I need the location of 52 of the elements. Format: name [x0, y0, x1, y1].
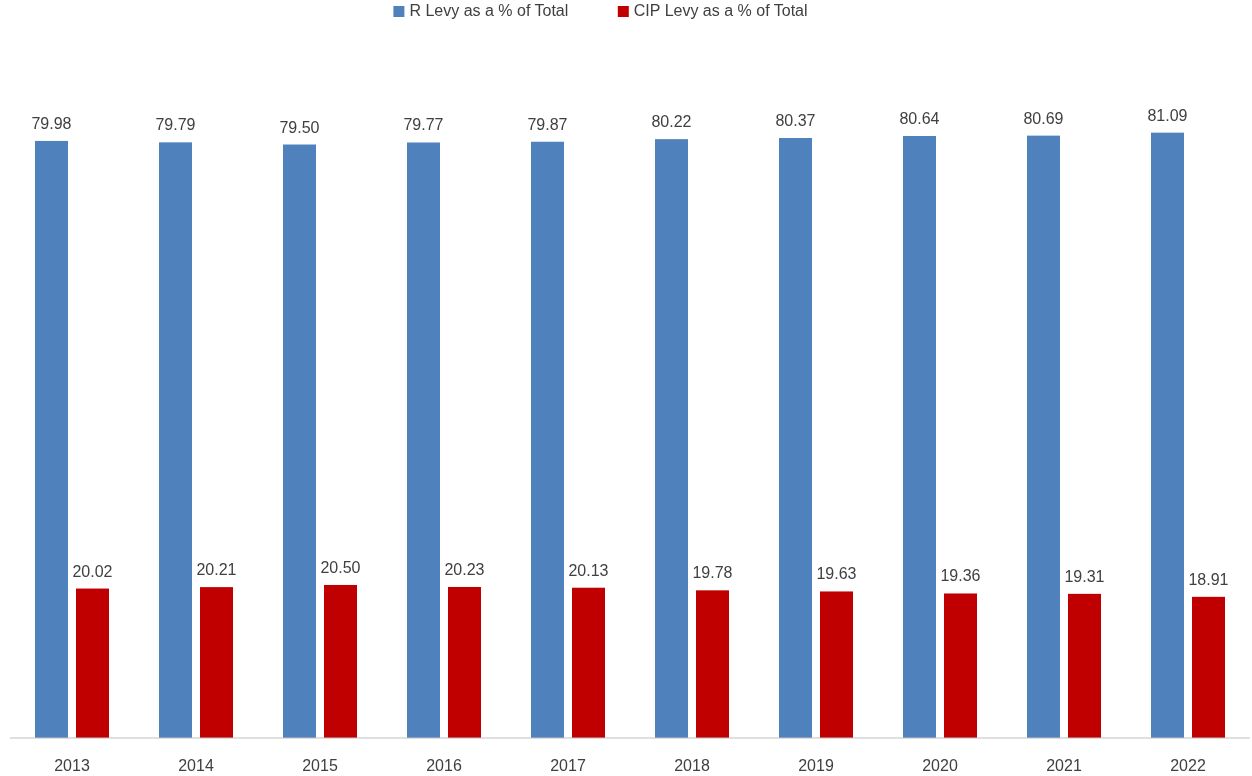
bar — [531, 141, 564, 738]
x-tick-label: 2021 — [1046, 757, 1082, 774]
bar — [572, 587, 605, 738]
legend-label: CIP Levy as a % of Total — [633, 2, 808, 19]
data-label: 19.78 — [692, 564, 733, 582]
x-tick-label: 2013 — [54, 757, 90, 774]
data-label: 80.69 — [1023, 109, 1064, 127]
bar — [76, 588, 109, 738]
x-tick-label: 2020 — [922, 757, 958, 774]
data-label: 79.87 — [527, 115, 568, 133]
bar — [159, 142, 192, 738]
x-tick-label: 2014 — [178, 757, 214, 774]
bar — [655, 139, 688, 738]
data-label: 19.31 — [1064, 567, 1105, 585]
bar — [944, 593, 977, 738]
x-tick-label: 2015 — [302, 757, 338, 774]
data-label: 18.91 — [1188, 570, 1229, 588]
x-tick-label: 2017 — [550, 757, 586, 774]
data-label: 79.79 — [155, 116, 196, 134]
data-label: 79.98 — [31, 114, 72, 132]
x-tick-label: 2016 — [426, 757, 462, 774]
bar — [696, 590, 729, 738]
data-label: 20.02 — [72, 562, 113, 580]
bar — [200, 587, 233, 738]
legend-label: R Levy as a % of Total — [409, 2, 569, 19]
data-label: 80.22 — [651, 113, 692, 131]
x-tick-label: 2018 — [674, 757, 710, 774]
data-label: 20.13 — [568, 561, 609, 579]
bar — [1192, 596, 1225, 738]
bar — [1151, 132, 1184, 738]
x-tick-label: 2019 — [798, 757, 834, 774]
data-label: 80.64 — [899, 110, 940, 127]
bar — [1068, 593, 1101, 738]
bar — [820, 591, 853, 738]
data-label: 20.50 — [320, 558, 361, 576]
bar — [903, 136, 936, 738]
bar — [407, 142, 440, 738]
data-label: 19.63 — [816, 565, 857, 583]
x-tick-label: 2022 — [1170, 757, 1206, 774]
data-label: 81.09 — [1147, 106, 1188, 124]
bar — [324, 584, 357, 738]
bar — [779, 138, 812, 738]
data-label: 20.23 — [444, 560, 485, 578]
bar — [448, 586, 481, 738]
data-label: 80.37 — [775, 112, 816, 130]
data-label: 19.36 — [940, 567, 981, 585]
bar — [1027, 135, 1060, 738]
data-label: 79.50 — [279, 118, 320, 136]
data-label: 79.77 — [403, 116, 444, 134]
bar — [283, 144, 316, 738]
bar — [35, 140, 68, 738]
data-label: 20.21 — [196, 561, 237, 579]
